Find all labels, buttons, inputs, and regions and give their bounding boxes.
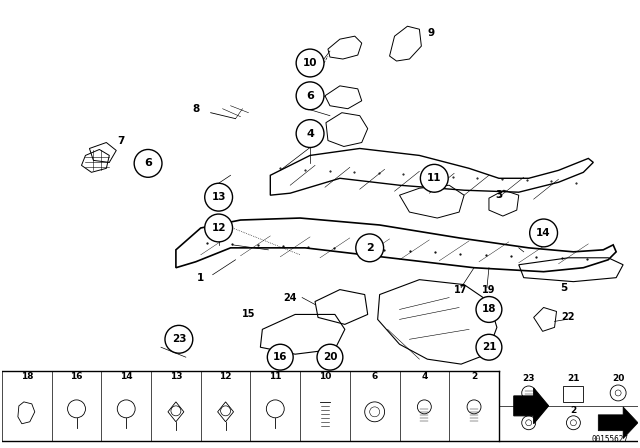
Text: 17: 17 <box>454 284 468 295</box>
Text: 7: 7 <box>118 136 125 146</box>
Text: 1: 1 <box>197 273 204 283</box>
Polygon shape <box>598 407 638 439</box>
Text: 9: 9 <box>428 28 435 38</box>
Text: 10: 10 <box>319 371 331 380</box>
Text: 8: 8 <box>192 104 200 114</box>
Text: 14: 14 <box>120 371 132 380</box>
Text: 4: 4 <box>525 406 532 415</box>
Text: 6: 6 <box>306 91 314 101</box>
Circle shape <box>205 183 232 211</box>
Polygon shape <box>514 388 548 424</box>
Text: 00155627: 00155627 <box>591 435 628 444</box>
Text: 21: 21 <box>482 342 496 352</box>
Text: 16: 16 <box>273 352 287 362</box>
Circle shape <box>268 344 293 370</box>
Text: 2: 2 <box>570 406 577 415</box>
Circle shape <box>317 344 343 370</box>
Text: 23: 23 <box>522 374 535 383</box>
Text: 6: 6 <box>372 371 378 380</box>
Text: 14: 14 <box>536 228 551 238</box>
Text: 12: 12 <box>211 223 226 233</box>
Text: 16: 16 <box>70 371 83 380</box>
Text: 20: 20 <box>323 352 337 362</box>
Circle shape <box>420 164 448 192</box>
Text: 4: 4 <box>421 371 428 380</box>
Circle shape <box>476 334 502 360</box>
Circle shape <box>296 49 324 77</box>
Text: 4: 4 <box>306 129 314 138</box>
Text: 5: 5 <box>560 283 567 293</box>
Circle shape <box>134 150 162 177</box>
Text: 23: 23 <box>172 334 186 344</box>
Text: 13: 13 <box>211 192 226 202</box>
Circle shape <box>165 325 193 353</box>
Circle shape <box>296 120 324 147</box>
Circle shape <box>356 234 383 262</box>
Text: 20: 20 <box>612 374 625 383</box>
Text: 18: 18 <box>482 305 496 314</box>
Text: 18: 18 <box>20 371 33 380</box>
Text: 2: 2 <box>471 371 477 380</box>
Text: 6: 6 <box>144 159 152 168</box>
Circle shape <box>530 219 557 247</box>
Text: 11: 11 <box>269 371 282 380</box>
Text: 12: 12 <box>220 371 232 380</box>
Text: 15: 15 <box>242 310 255 319</box>
Text: 13: 13 <box>170 371 182 380</box>
Text: 3: 3 <box>495 190 502 200</box>
Text: 22: 22 <box>562 312 575 323</box>
Text: 10: 10 <box>303 58 317 68</box>
Circle shape <box>205 214 232 242</box>
Text: 11: 11 <box>427 173 442 183</box>
Text: 2: 2 <box>366 243 374 253</box>
Text: 24: 24 <box>284 293 297 302</box>
Text: 21: 21 <box>567 374 580 383</box>
Circle shape <box>296 82 324 110</box>
Text: 19: 19 <box>482 284 496 295</box>
Circle shape <box>476 297 502 323</box>
